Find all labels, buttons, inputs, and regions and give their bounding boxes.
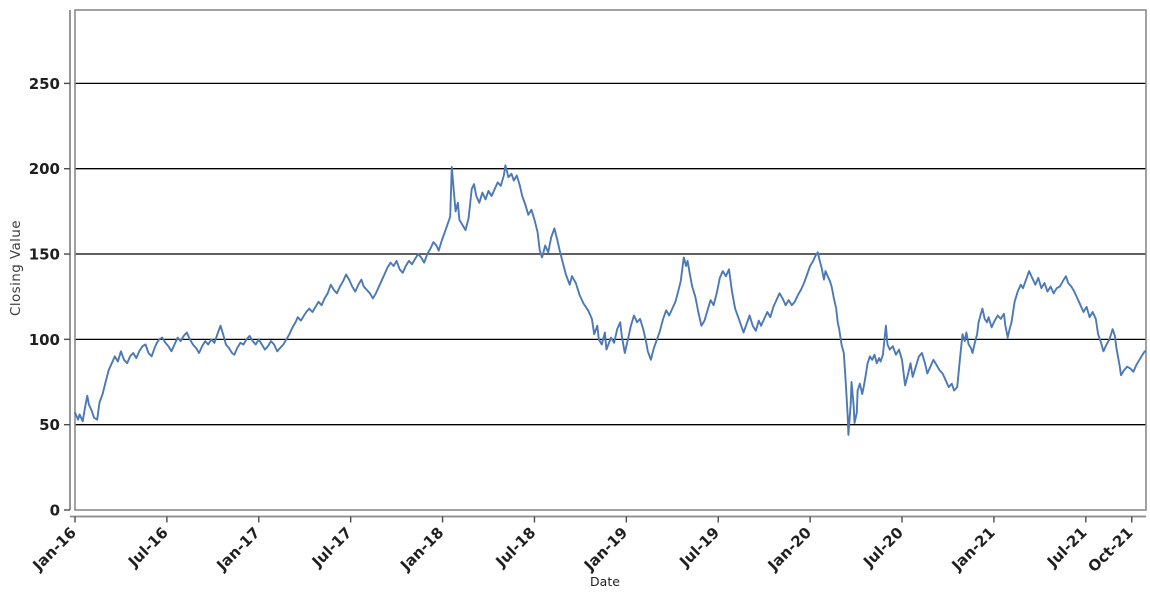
x-tick-label: Jan-20 (764, 524, 815, 575)
x-tick-label: Jul-21 (1043, 524, 1091, 572)
x-tick-label: Oct-21 (1084, 524, 1136, 576)
y-tick-label: 100 (29, 331, 60, 349)
x-tick-label: Jan-18 (396, 524, 447, 575)
y-tick-label: 50 (39, 416, 60, 434)
y-tick-label: 150 (29, 246, 60, 264)
x-tick-label: Jul-17 (308, 524, 356, 572)
x-tick-label: Jul-19 (675, 524, 723, 572)
x-tick-label: Jul-16 (124, 524, 172, 572)
axis-spines (69, 10, 1146, 518)
x-tick-label: Jan-17 (212, 524, 263, 575)
x-tick-label: Jan-19 (580, 524, 631, 575)
y-axis: 0 50 100 150 200 250 (29, 75, 70, 520)
x-tick-label: Jul-20 (859, 524, 907, 572)
x-axis-title: Date (590, 574, 620, 589)
plot-frame (74, 9, 1147, 511)
y-axis-title: Closing Value (8, 220, 24, 316)
y-tick-label: 200 (29, 160, 60, 178)
x-tick-label: Jan-16 (29, 524, 80, 575)
y-tick-label: 250 (29, 75, 60, 93)
x-axis: Jan-16 Jul-16 Jan-17 Jul-17 Jan-18 Jul-18 Jan-… (29, 516, 1137, 576)
y-tick-label: 0 (50, 502, 60, 520)
closing-value-series-line (74, 164, 1146, 436)
x-tick-label: Jan-21 (947, 524, 998, 575)
x-tick-label: Jul-18 (492, 524, 540, 572)
horizontal-gridlines (75, 82, 1146, 426)
